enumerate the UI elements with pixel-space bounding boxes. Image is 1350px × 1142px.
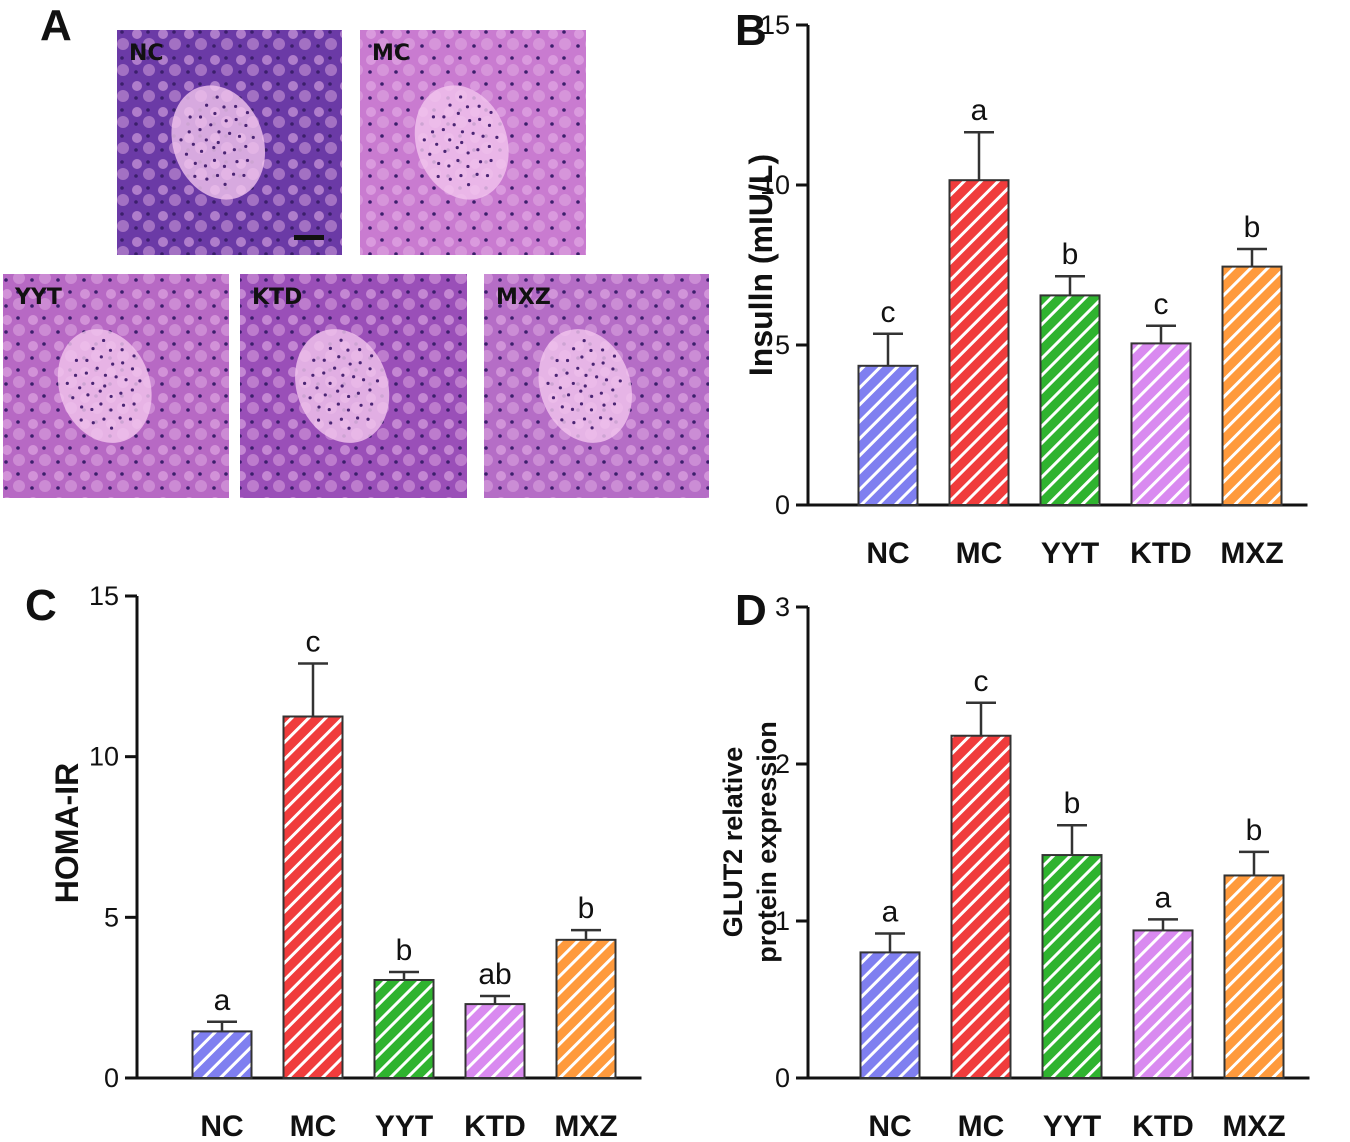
panel-letter-c: C (25, 581, 57, 630)
category-label-ktd: KTD (1132, 1110, 1194, 1142)
bar-ktd (464, 1003, 526, 1079)
panel-a-micrographs: A NC MC YYT KTD MXZ (3, 1, 709, 498)
panel-d-glut2-chart: D 0 1 2 3 GLUT2 relative protein expression a NC… (718, 586, 1310, 1142)
significance-label-nc: a (214, 984, 231, 1017)
y-tick-label: 0 (775, 1063, 790, 1093)
category-label-nc: NC (868, 1110, 911, 1142)
bar-ktd (1130, 342, 1192, 506)
significance-label-ktd: c (1154, 288, 1169, 321)
micrograph-label-mxz: MXZ (496, 285, 551, 310)
significance-label-yyt: b (1062, 238, 1079, 271)
y-tick-label: 2 (775, 749, 790, 779)
category-label-nc: NC (866, 537, 909, 570)
significance-label-mxz: b (578, 892, 595, 925)
category-label-mxz: MXZ (554, 1110, 617, 1142)
category-label-ktd: KTD (1130, 537, 1192, 570)
significance-label-ktd: a (1155, 881, 1172, 914)
category-label-mc: MC (956, 537, 1003, 570)
significance-label-nc: c (881, 296, 896, 329)
category-label-mxz: MXZ (1222, 1110, 1285, 1142)
y-tick-label: 15 (760, 10, 790, 40)
bar-mc (948, 179, 1010, 506)
panel-letter-b: B (735, 6, 767, 55)
y-tick-label: 15 (89, 581, 119, 611)
bar-yyt (1041, 854, 1103, 1079)
category-label-mc: MC (290, 1110, 337, 1142)
bar-mxz (1221, 265, 1283, 506)
category-label-nc: NC (200, 1110, 243, 1142)
micrograph-mxz: MXZ (484, 274, 709, 498)
significance-label-mc: a (971, 94, 988, 127)
bar-mc (950, 734, 1012, 1079)
y-tick-label: 5 (775, 330, 790, 360)
bar-mxz (1223, 874, 1285, 1079)
y-axis-title: GLUT2 relative protein expression (718, 721, 782, 963)
bar-ktd (1132, 929, 1194, 1079)
significance-label-yyt: b (396, 934, 413, 967)
category-label-yyt: YYT (1043, 1110, 1101, 1142)
micrograph-yyt: YYT (3, 274, 229, 498)
micrograph-label-yyt: YYT (14, 285, 62, 310)
y-axis-title: Insulln (mIU/L) (743, 154, 779, 376)
significance-label-mxz: b (1246, 814, 1263, 847)
panel-letter-a: A (40, 1, 72, 50)
bar-nc (191, 1030, 253, 1079)
bar-nc (857, 364, 919, 506)
y-tick-label: 10 (760, 170, 790, 200)
panel-letter-d: D (735, 586, 767, 635)
y-axis-title: HOMA-IR (49, 763, 85, 903)
significance-label-mc: c (306, 625, 321, 658)
significance-label-yyt: b (1064, 787, 1081, 820)
bar-mxz (555, 938, 617, 1079)
bar-mc (282, 715, 344, 1079)
micrograph-ktd: KTD (240, 274, 467, 498)
significance-label-mxz: b (1244, 211, 1261, 244)
category-label-ktd: KTD (464, 1110, 526, 1142)
significance-label-ktd: ab (478, 958, 511, 991)
micrograph-label-ktd: KTD (252, 285, 302, 310)
bar-yyt (373, 978, 435, 1080)
micrograph-label-nc: NC (129, 41, 164, 66)
panel-c-homa-ir-chart: C 0 5 10 15 HOMA-IR a NC c MC b YYT ab KTD b MXZ (25, 581, 642, 1142)
y-tick-label: 3 (775, 592, 790, 622)
micrograph-label-mc: MC (372, 41, 410, 66)
y-tick-label: 0 (104, 1063, 119, 1093)
significance-label-nc: a (882, 896, 899, 929)
bar-yyt (1039, 294, 1101, 506)
micrograph-mc: MC (360, 30, 586, 255)
category-label-mc: MC (958, 1110, 1005, 1142)
micrograph-nc: NC (117, 30, 342, 255)
y-tick-label: 0 (775, 490, 790, 520)
y-tick-label: 1 (775, 906, 790, 936)
category-label-mxz: MXZ (1220, 537, 1283, 570)
scale-bar (294, 235, 324, 240)
y-tick-label: 5 (104, 902, 119, 932)
bar-nc (859, 951, 921, 1080)
category-label-yyt: YYT (1041, 537, 1099, 570)
category-label-yyt: YYT (375, 1110, 433, 1142)
y-tick-label: 10 (89, 742, 119, 772)
panel-b-insulin-chart: B 0 5 10 15 Insulln (mIU/L) c NC a MC b YYT c KTD b MXZ (735, 6, 1308, 570)
significance-label-mc: c (974, 665, 989, 698)
